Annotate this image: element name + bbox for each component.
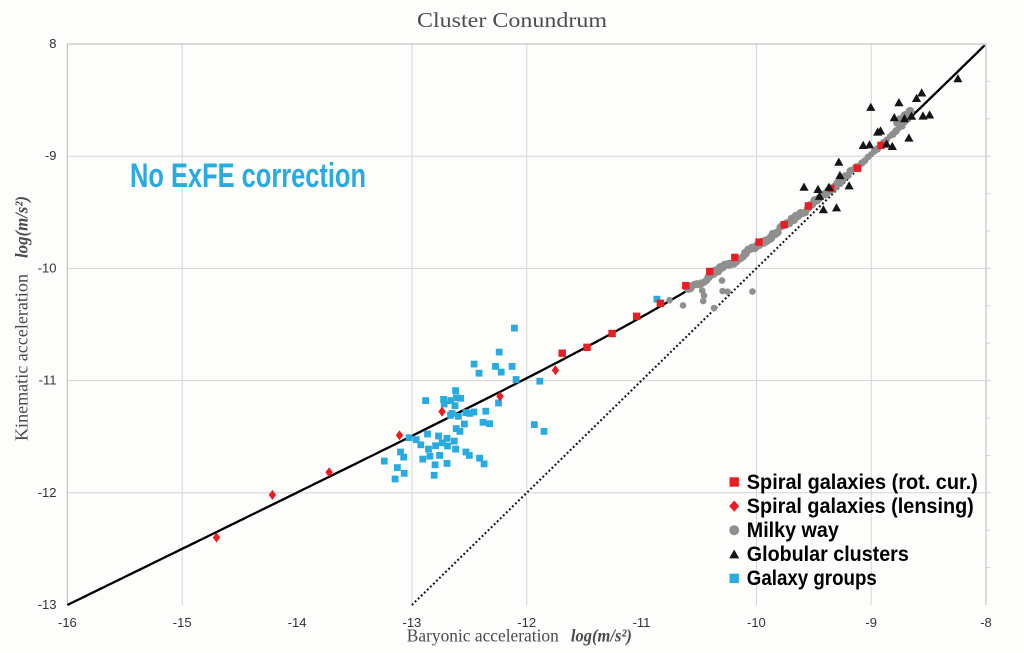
svg-text:-13: -13 — [403, 615, 422, 630]
svg-text:-9: -9 — [45, 148, 57, 163]
svg-text:log(m/s²): log(m/s²) — [12, 196, 33, 258]
svg-text:-10: -10 — [38, 260, 57, 275]
svg-text:-14: -14 — [288, 615, 307, 630]
svg-text:Cluster Conundrum: Cluster Conundrum — [417, 8, 607, 32]
svg-text:-8: -8 — [980, 615, 992, 630]
svg-text:Spiral galaxies (lensing): Spiral galaxies (lensing) — [747, 495, 974, 518]
svg-text:-15: -15 — [173, 615, 192, 630]
svg-text:-11: -11 — [633, 615, 651, 630]
svg-text:-13: -13 — [38, 597, 57, 612]
svg-text:No ExFE correction: No ExFE correction — [130, 157, 366, 195]
svg-text:-16: -16 — [58, 615, 77, 630]
svg-text:log(m/s²): log(m/s²) — [571, 626, 632, 646]
svg-text:Milky way: Milky way — [747, 519, 839, 542]
svg-text:-10: -10 — [747, 615, 766, 630]
svg-text:-12: -12 — [517, 615, 536, 630]
svg-text:Globular clusters: Globular clusters — [747, 543, 909, 566]
svg-text:-12: -12 — [38, 485, 57, 500]
svg-text:Spiral galaxies (rot. cur.): Spiral galaxies (rot. cur.) — [747, 471, 978, 494]
svg-text:Galaxy groups: Galaxy groups — [747, 567, 877, 590]
svg-text:8: 8 — [49, 36, 56, 51]
svg-text:-9: -9 — [865, 615, 877, 630]
svg-text:Kinematic acceleration: Kinematic acceleration — [12, 274, 32, 441]
svg-text:-11: -11 — [39, 373, 57, 388]
svg-text:Baryonic acceleration: Baryonic acceleration — [407, 626, 559, 646]
